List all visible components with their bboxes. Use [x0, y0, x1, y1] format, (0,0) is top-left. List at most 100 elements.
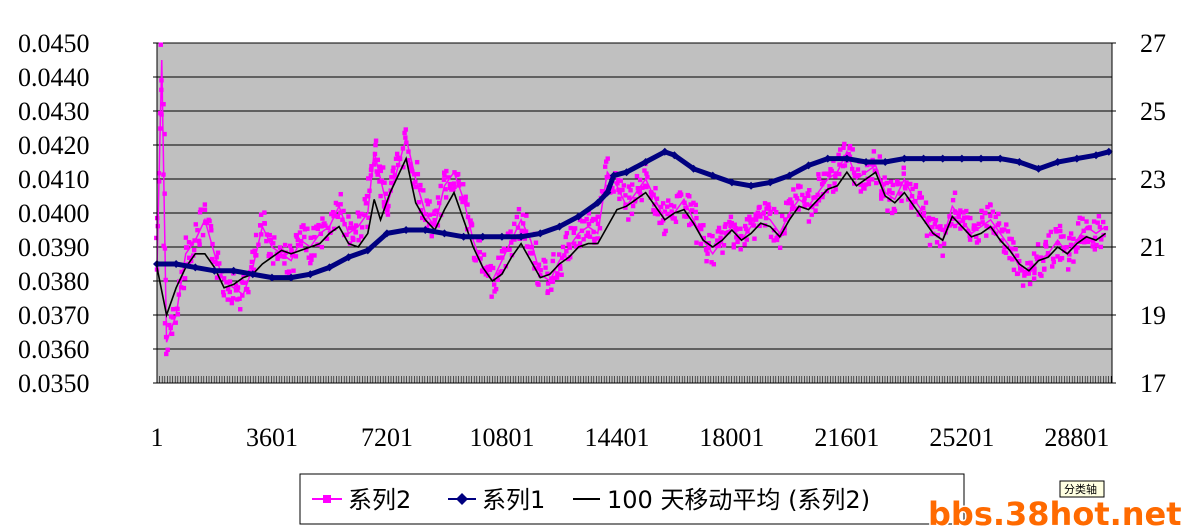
series2-point — [1025, 261, 1030, 266]
series1-point — [574, 212, 583, 221]
series2-point — [390, 168, 396, 174]
series2-point — [559, 255, 565, 261]
series2-point — [984, 233, 989, 238]
series2-point — [1103, 225, 1109, 231]
series2-point — [716, 225, 722, 231]
series2-point — [359, 234, 364, 239]
series2-point — [660, 218, 666, 223]
series2-point — [852, 173, 857, 179]
series2-point — [643, 183, 648, 188]
series2-point — [782, 231, 787, 236]
series2-point — [1082, 240, 1087, 245]
series2-point — [272, 235, 277, 240]
series2-point — [758, 214, 763, 219]
series2-point — [744, 237, 749, 242]
x-tick-label: 3601 — [246, 423, 298, 452]
series2-point — [1003, 250, 1009, 255]
series2-point — [167, 322, 172, 328]
series2-point — [904, 180, 909, 185]
series2-point — [601, 189, 606, 194]
series2-point — [1026, 271, 1032, 276]
series2-point — [409, 169, 415, 174]
series2-point — [935, 232, 941, 238]
series1-point — [660, 147, 669, 156]
series1-point — [593, 198, 602, 207]
series2-point — [710, 233, 715, 239]
series2-point — [971, 226, 977, 231]
y-right-tick-label: 17 — [1140, 369, 1166, 398]
series2-point — [813, 195, 818, 200]
series2-point — [885, 208, 890, 213]
series2-point — [214, 254, 219, 260]
series2-point — [861, 170, 867, 175]
series2-point — [163, 277, 168, 283]
series2-point — [406, 149, 411, 154]
series2-point — [268, 237, 274, 243]
series2-point — [552, 275, 557, 281]
series2-point — [666, 198, 671, 203]
series2-point — [287, 243, 293, 249]
series2-point — [463, 198, 468, 203]
series2-point — [381, 204, 387, 209]
series2-point — [1009, 236, 1014, 242]
series2-point — [492, 289, 497, 294]
series2-point — [910, 186, 915, 192]
series2-point — [369, 164, 374, 169]
series2-point — [1002, 227, 1007, 232]
series2-point — [786, 200, 791, 206]
series2-point — [408, 161, 413, 167]
series2-point — [229, 300, 235, 306]
series1-point — [191, 263, 200, 272]
series2-point — [293, 254, 299, 259]
series2-point — [434, 208, 439, 213]
series2-point — [913, 198, 918, 204]
series2-point — [597, 226, 603, 231]
series2-point — [623, 202, 628, 207]
series2-point — [761, 210, 767, 215]
series2-point — [315, 226, 320, 232]
series2-point — [481, 252, 487, 257]
series2-point — [1050, 256, 1056, 262]
series2-point — [630, 182, 635, 187]
series2-point — [1073, 249, 1079, 254]
series2-point — [744, 217, 750, 222]
series2-point — [338, 210, 343, 215]
series2-point — [617, 190, 622, 195]
series2-point — [225, 286, 231, 292]
series2-point — [225, 297, 230, 302]
series2-point — [163, 334, 169, 340]
series2-point — [416, 200, 422, 205]
series2-point — [237, 296, 242, 301]
series2-point — [704, 248, 709, 253]
series2-point — [258, 212, 264, 217]
series2-point — [752, 236, 757, 241]
series2-point — [359, 211, 364, 217]
series2-point — [701, 235, 706, 241]
series2-point — [400, 146, 406, 151]
series2-point — [427, 199, 432, 204]
series2-point — [958, 208, 963, 213]
series2-point — [514, 214, 520, 220]
series1-point — [421, 226, 430, 234]
series2-point — [816, 176, 822, 182]
x-tick-label: 7201 — [361, 423, 413, 452]
series2-point — [595, 214, 600, 219]
watermark-text: bbs.38hot.net — [928, 495, 1182, 530]
series2-point — [422, 212, 428, 217]
series2-point — [584, 216, 589, 222]
x-tick-label: 28801 — [1044, 423, 1109, 452]
series2-point — [295, 242, 301, 248]
series2-point — [791, 187, 796, 192]
series2-point — [564, 230, 570, 236]
series2-point — [320, 216, 325, 221]
series2-point — [888, 179, 894, 184]
series2-point — [383, 191, 389, 197]
series2-point — [483, 272, 489, 277]
series2-point — [342, 222, 347, 227]
series2-point — [635, 186, 641, 191]
series2-point — [805, 191, 810, 196]
series2-point — [926, 218, 932, 223]
series2-point — [620, 187, 625, 193]
series2-point — [1075, 238, 1081, 244]
series1-point — [1015, 158, 1024, 166]
